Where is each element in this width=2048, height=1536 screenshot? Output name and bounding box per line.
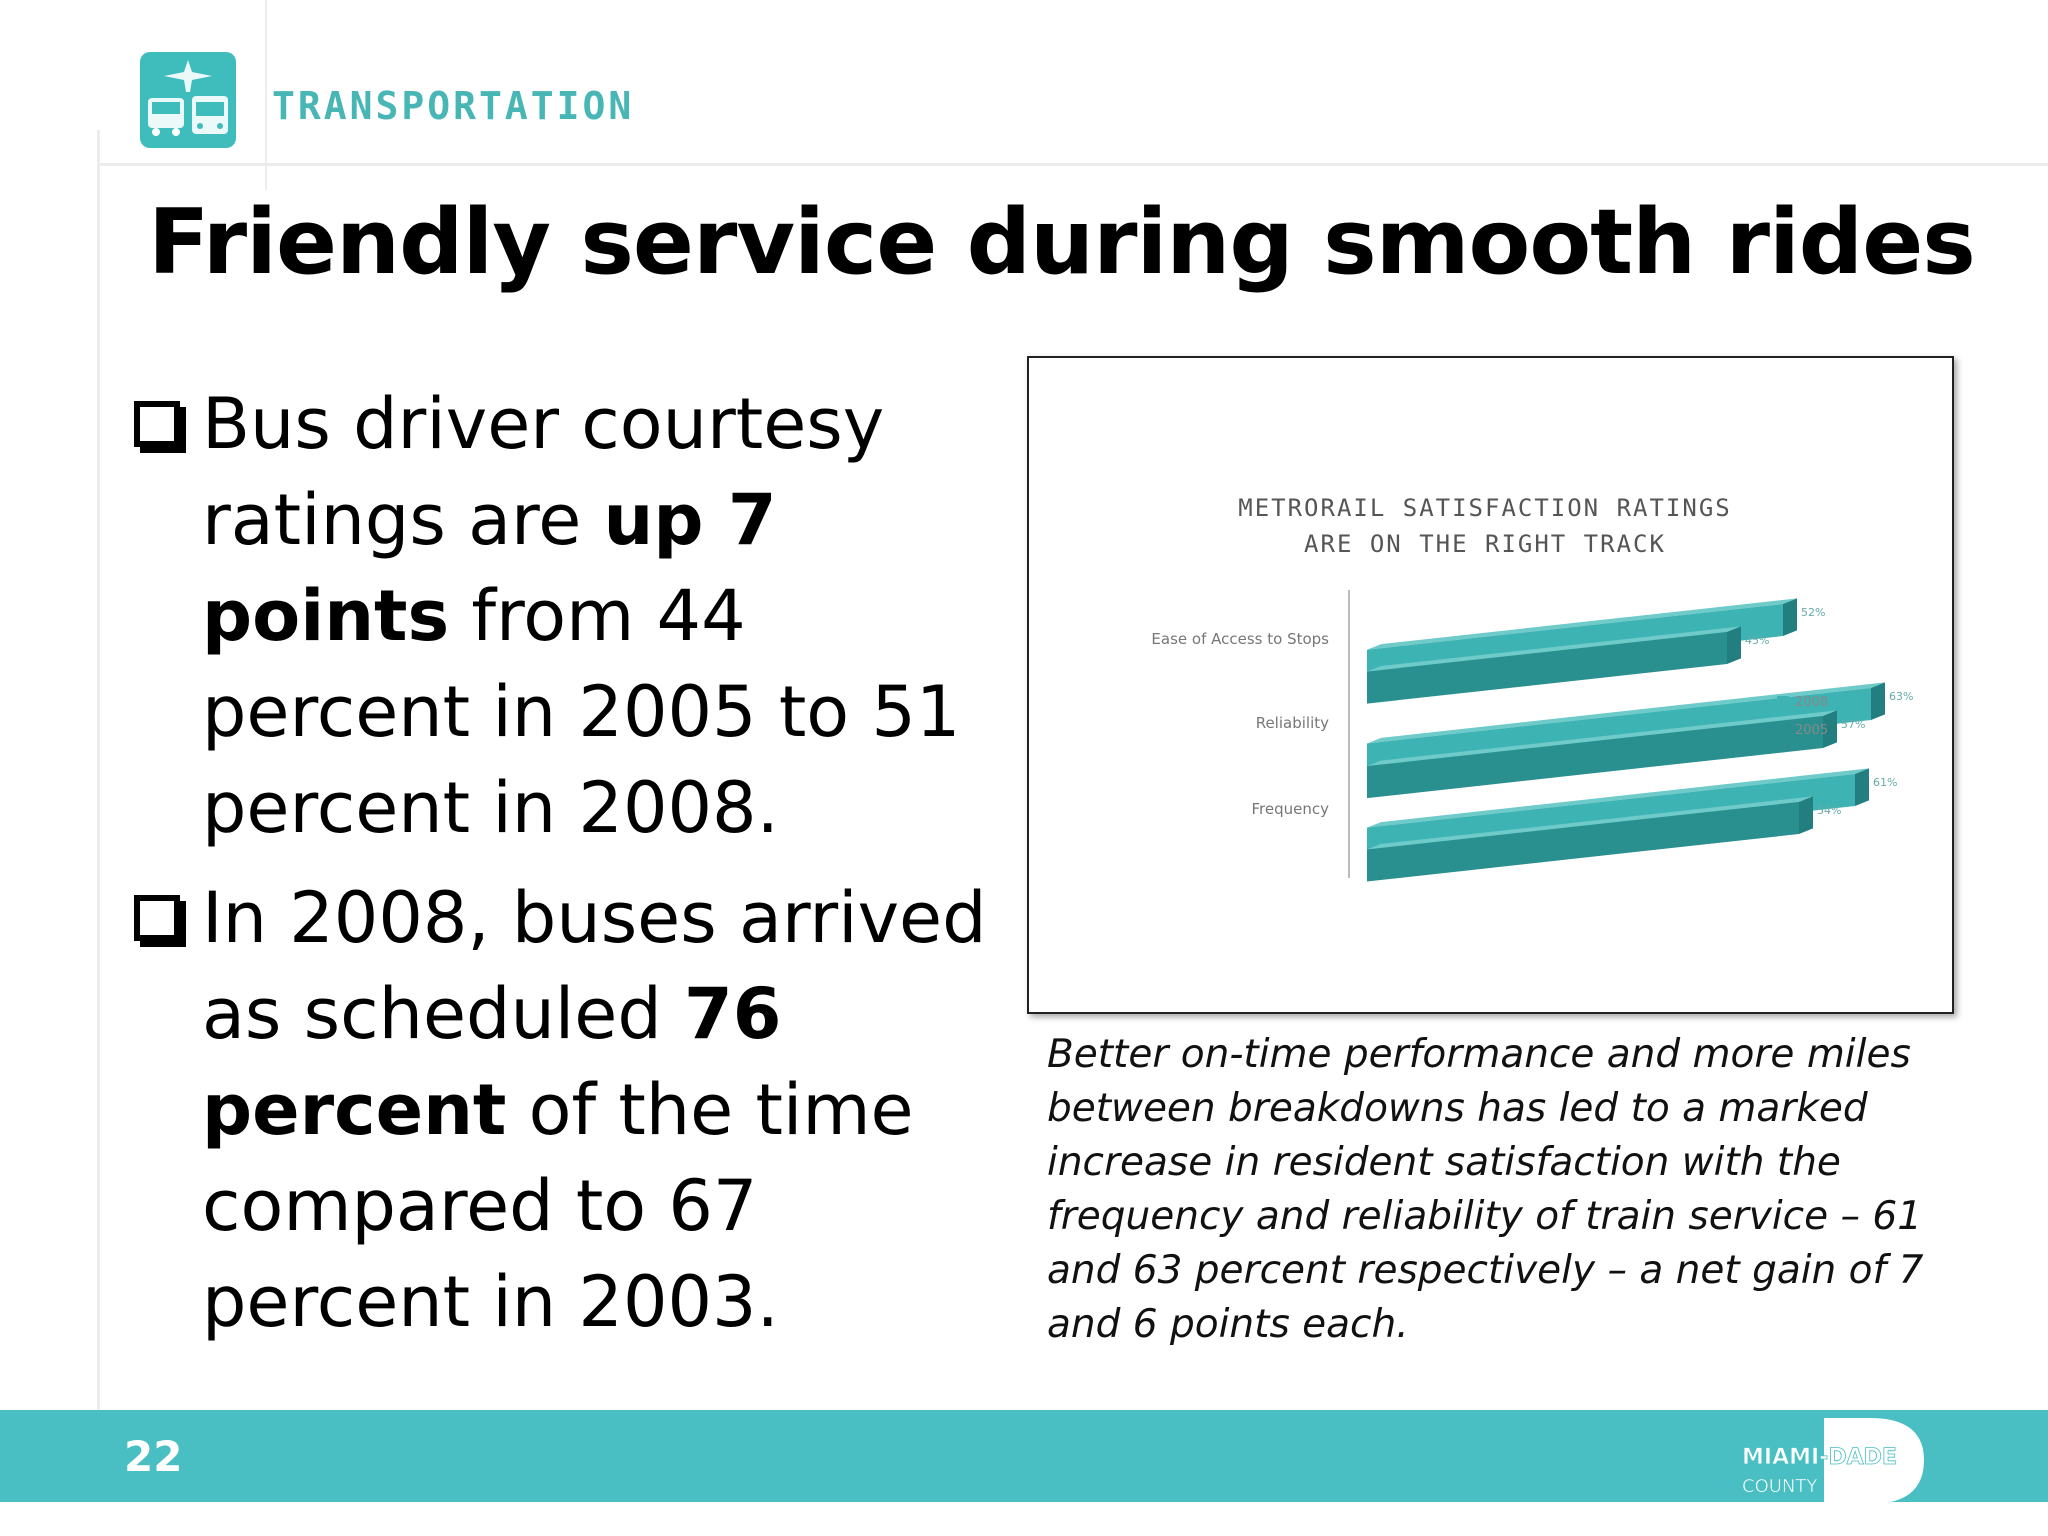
bar-2005 (1367, 802, 1799, 882)
legend-label: 2005 (1795, 723, 1828, 738)
bar-top-face (1367, 682, 1885, 744)
bullet-text: Bus driver courtesy ratings are (202, 383, 885, 561)
footer-bar (0, 1410, 2048, 1502)
legend-swatch (1777, 724, 1789, 736)
bullet-item: Bus driver courtesy ratings are up 7 poi… (128, 376, 988, 856)
bar-end-face (1855, 768, 1869, 806)
metrorail-chart: METRORAIL SATISFACTION RATINGS ARE ON TH… (1027, 356, 1954, 1014)
bar-top-face (1367, 796, 1813, 850)
bar-end-face (1783, 598, 1797, 636)
slide-title: Friendly service during smooth rides (148, 190, 1976, 295)
bar-top-face (1367, 598, 1797, 650)
bar-end-face (1871, 682, 1885, 720)
checkbox-bullet-icon (134, 401, 180, 447)
category-label: Frequency (1252, 800, 1330, 818)
bullet-text: from 44 percent in 2005 to 51 percent in… (202, 575, 961, 849)
legend-swatch (1777, 696, 1789, 708)
value-label: 63% (1889, 690, 1913, 703)
transportation-logo-icon (140, 52, 236, 148)
bullet-text: of the time compared to 67 percent in 20… (202, 1069, 914, 1343)
bullet-item: In 2008, buses arrived as scheduled 76 p… (128, 870, 988, 1350)
bullet-text: In 2008, buses arrived as scheduled (202, 877, 987, 1055)
value-label: 61% (1873, 776, 1897, 789)
value-label: 54% (1817, 804, 1841, 817)
bullet-emphasis: up 7 points (202, 479, 777, 657)
decorative-vertical-rule (97, 130, 100, 1410)
bar-2005 (1367, 632, 1727, 704)
logo-text-line1: MIAMI-DADE (1742, 1445, 1897, 1470)
checkbox-bullet-icon (134, 895, 180, 941)
bar-end-face (1727, 626, 1741, 664)
category-label: Reliability (1256, 714, 1329, 732)
chart-canvas: METRORAIL SATISFACTION RATINGS ARE ON TH… (1151, 494, 1913, 882)
decorative-vertical-rule-top (265, 0, 267, 190)
legend-label: 2008 (1795, 695, 1828, 710)
header-divider (97, 163, 2048, 166)
logo-text-line2: COUNTY (1742, 1476, 1818, 1497)
bar-2005 (1367, 716, 1823, 799)
bar-top-face (1367, 768, 1869, 828)
section-brand: TRANSPORTATION (272, 84, 635, 128)
chart-title-line2: ARE ON THE RIGHT TRACK (1304, 530, 1666, 558)
chart-title-line1: METRORAIL SATISFACTION RATINGS (1238, 494, 1731, 522)
bar-end-face (1799, 796, 1813, 834)
bullet-emphasis: 76 percent (202, 973, 782, 1151)
bar-end-face (1823, 710, 1837, 748)
bar-top-face (1367, 710, 1837, 767)
bar-top-face (1367, 626, 1741, 672)
value-label: 57% (1841, 718, 1865, 731)
page-number: 22 (124, 1432, 183, 1481)
bullet-list: Bus driver courtesy ratings are up 7 poi… (128, 376, 988, 1364)
category-label: Ease of Access to Stops (1151, 630, 1329, 648)
miami-dade-county-logo: MIAMI-DADE COUNTY (1740, 1412, 1930, 1508)
chart-caption: Better on-time performance and more mile… (1047, 1032, 1924, 1347)
value-label: 45% (1745, 634, 1769, 647)
value-label: 52% (1801, 606, 1825, 619)
